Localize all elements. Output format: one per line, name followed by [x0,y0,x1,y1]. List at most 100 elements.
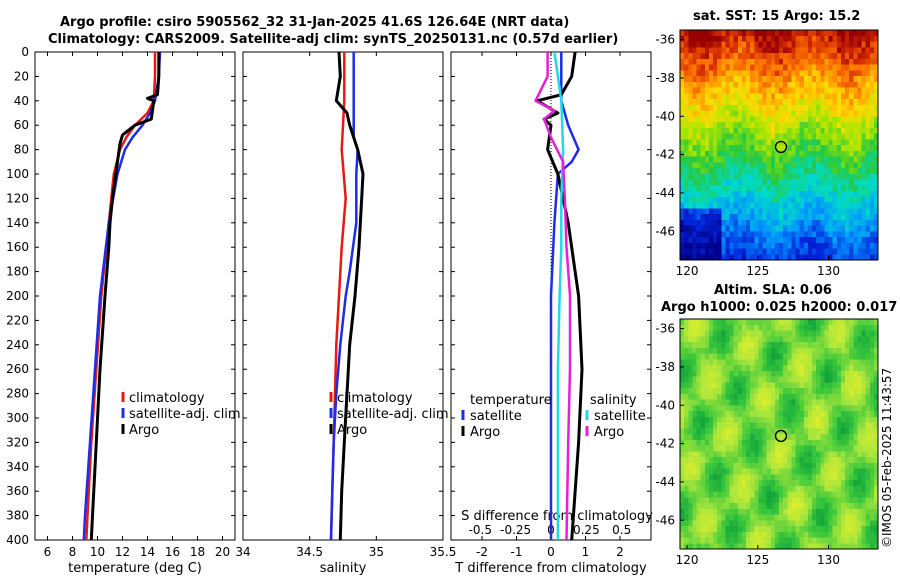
map-cell [721,191,726,198]
map-cell [766,370,772,378]
map-cell [754,514,759,521]
map-cell [857,393,863,401]
map-cell [708,405,714,412]
map-cell [692,531,698,539]
map-cell [754,468,759,475]
map-cell [828,324,834,332]
map-cell [774,330,780,337]
map-cell [824,93,830,100]
map-cell [828,531,834,539]
map-cell [737,491,743,498]
map-cell [721,58,726,66]
map-cell [865,122,871,129]
map-cell [832,81,838,89]
map-cell [696,219,702,227]
map-cell [795,30,801,37]
map-cell [820,133,825,140]
map-cell [688,47,693,54]
map-cell [820,162,825,169]
map-cell [696,35,702,43]
map-cell [849,47,854,54]
map-cell [865,145,871,152]
map-cell [766,480,772,487]
map-cell [836,196,842,204]
map-cell [787,382,792,389]
map-cell [873,225,879,232]
map-cell [696,434,702,441]
map-cell [816,480,821,487]
map-cell [717,428,722,435]
map-cell [869,508,875,516]
map-cell [845,58,850,66]
map-cell [700,242,706,250]
map-cell [717,99,722,106]
map-cell [836,531,842,539]
map-cell [700,537,706,544]
map-cell [807,145,813,152]
map-cell [816,225,821,232]
map-cell [680,359,685,366]
map-cell [713,162,718,169]
map-cell [787,491,792,498]
map-cell [733,219,739,227]
map-cell [779,254,784,261]
map-cell [741,468,747,475]
y-tick-label: 120 [6,191,29,205]
x-tick-label: 1 [582,545,590,559]
map-cell [766,133,772,140]
map-cell [700,359,706,366]
map-cell [873,231,879,238]
map-cell [779,93,784,100]
map-cell [853,416,858,424]
map-cell [750,150,755,158]
map-cell [783,514,788,521]
map-cell [733,439,739,447]
map-cell [783,520,788,527]
map-cell [754,173,759,181]
map-cell [873,35,879,43]
map-cell [684,168,689,175]
map-cell [729,47,735,54]
map-cell [704,35,710,43]
map-cell [762,30,768,37]
map-cell [766,445,772,452]
map-cell [795,99,801,106]
map-cell [807,116,813,123]
map-cell [688,99,693,106]
map-cell [721,81,726,89]
map-cell [812,405,817,412]
map-cell [762,428,768,435]
map-cell [696,445,702,452]
map-cell [853,399,858,406]
map-cell [836,439,842,447]
map-cell [787,353,792,360]
map-cell [803,382,809,389]
map-cell [704,405,710,412]
map-cell [783,133,788,140]
map-cell [836,445,842,452]
map-cell [812,428,817,435]
map-cell [820,58,825,66]
map-cell [737,330,743,337]
map-cell [733,485,739,493]
map-cell [680,405,685,412]
map-cell [774,526,780,533]
map-cell [787,411,792,418]
map-cell [845,491,850,498]
map-cell [704,462,710,470]
map-cell [708,231,714,238]
map-cell [746,376,751,383]
map-cell [828,457,834,464]
map-cell [737,370,743,378]
map-cell [832,35,838,43]
map-cell [824,468,830,475]
x-tick-label: 34.5 [296,545,323,559]
map-cell [873,145,879,152]
map-cell [725,145,731,152]
map-cell [832,196,838,204]
map-cell [746,468,751,475]
map-cell [869,87,875,94]
map-cell [783,87,788,94]
map-cell [799,405,805,412]
map-cell [787,457,792,464]
